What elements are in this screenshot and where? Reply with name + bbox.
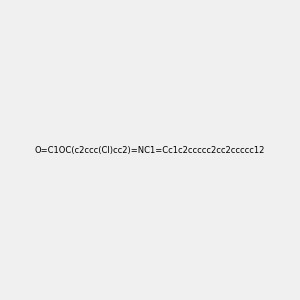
- Text: O=C1OC(c2ccc(Cl)cc2)=NC1=Cc1c2ccccc2cc2ccccc12: O=C1OC(c2ccc(Cl)cc2)=NC1=Cc1c2ccccc2cc2c…: [35, 146, 265, 154]
